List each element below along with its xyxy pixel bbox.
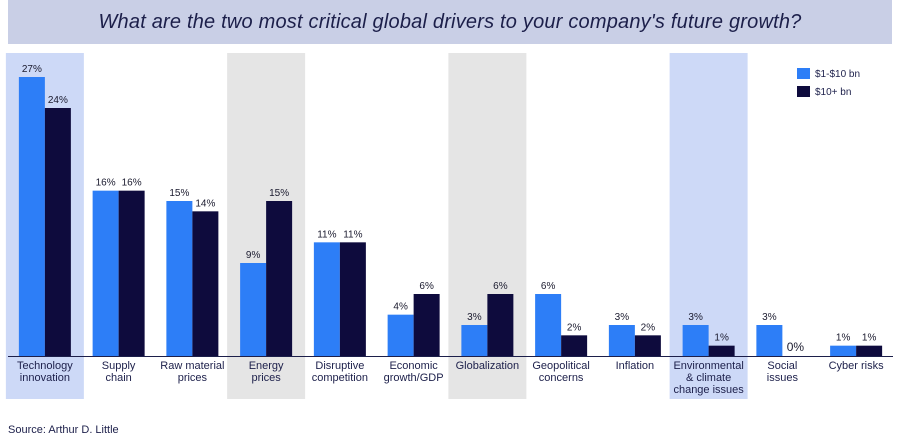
source-note: Source: Arthur D. Little [8, 424, 119, 436]
bar [413, 294, 440, 356]
data-label: 1% [862, 333, 877, 344]
bar [118, 190, 145, 356]
bar [18, 77, 45, 356]
data-label: 11% [317, 229, 336, 240]
category-label: Supply [102, 360, 136, 372]
category-label: change issues [673, 384, 744, 396]
data-label: 3% [688, 312, 703, 323]
category-label: Technology [17, 360, 73, 372]
data-label: 6% [541, 281, 556, 292]
data-label: 15% [169, 188, 189, 199]
bar [461, 325, 488, 356]
category-label: Geopolitical [532, 360, 589, 372]
bar [535, 294, 562, 356]
category-label: Social [767, 360, 797, 372]
bar [192, 211, 219, 356]
data-label: 11% [343, 229, 362, 240]
data-label: 16% [96, 178, 116, 189]
data-label: 6% [419, 281, 434, 292]
bar [682, 325, 709, 356]
legend-swatch [797, 86, 810, 97]
data-label: 3% [467, 312, 482, 323]
data-label: 1% [836, 333, 851, 344]
category-label: Environmental [673, 360, 743, 372]
legend-swatch [797, 68, 810, 79]
category-label: prices [251, 372, 281, 384]
category-label: Disruptive [315, 360, 364, 372]
bar [608, 325, 635, 356]
bar [756, 325, 783, 356]
legend-label: $10+ bn [815, 87, 851, 98]
bar [487, 294, 514, 356]
bar [830, 345, 857, 356]
bar [708, 345, 735, 356]
data-label: 16% [122, 178, 142, 189]
bar [166, 201, 193, 356]
data-label: 9% [246, 250, 261, 261]
data-label: 24% [48, 95, 68, 106]
category-label: Energy [249, 360, 284, 372]
data-label: 3% [762, 312, 777, 323]
category-label: innovation [20, 372, 70, 384]
data-label: 3% [615, 312, 630, 323]
data-label: 1% [714, 333, 729, 344]
category-label: prices [178, 372, 208, 384]
category-label: Raw material [160, 360, 224, 372]
bar [44, 108, 71, 356]
bar [240, 263, 267, 356]
data-label: 14% [195, 198, 215, 209]
category-label: Inflation [616, 360, 655, 372]
category-label: growth/GDP [384, 372, 444, 384]
category-label: Cyber risks [829, 360, 885, 372]
category-label: & climate [686, 372, 731, 384]
bar [856, 345, 883, 356]
bar [634, 335, 661, 356]
data-label: 0% [787, 340, 805, 354]
category-label: issues [767, 372, 799, 384]
chart-title: What are the two most critical global dr… [98, 10, 802, 33]
chart-title-bar: What are the two most critical global dr… [8, 0, 892, 44]
data-label: 4% [393, 302, 408, 313]
category-label: Globalization [456, 360, 520, 372]
data-label: 2% [641, 322, 656, 333]
category-label: concerns [539, 372, 584, 384]
bar [92, 190, 119, 356]
data-label: 15% [269, 188, 289, 199]
bar [561, 335, 588, 356]
bar [339, 242, 366, 356]
bar [266, 201, 293, 356]
legend-label: $1-$10 bn [815, 69, 860, 80]
data-label: 27% [22, 64, 42, 75]
data-label: 2% [567, 322, 582, 333]
bar [313, 242, 340, 356]
data-label: 6% [493, 281, 508, 292]
category-label: Economic [389, 360, 438, 372]
bar [387, 314, 414, 356]
category-label: chain [105, 372, 131, 384]
category-label: competition [312, 372, 368, 384]
